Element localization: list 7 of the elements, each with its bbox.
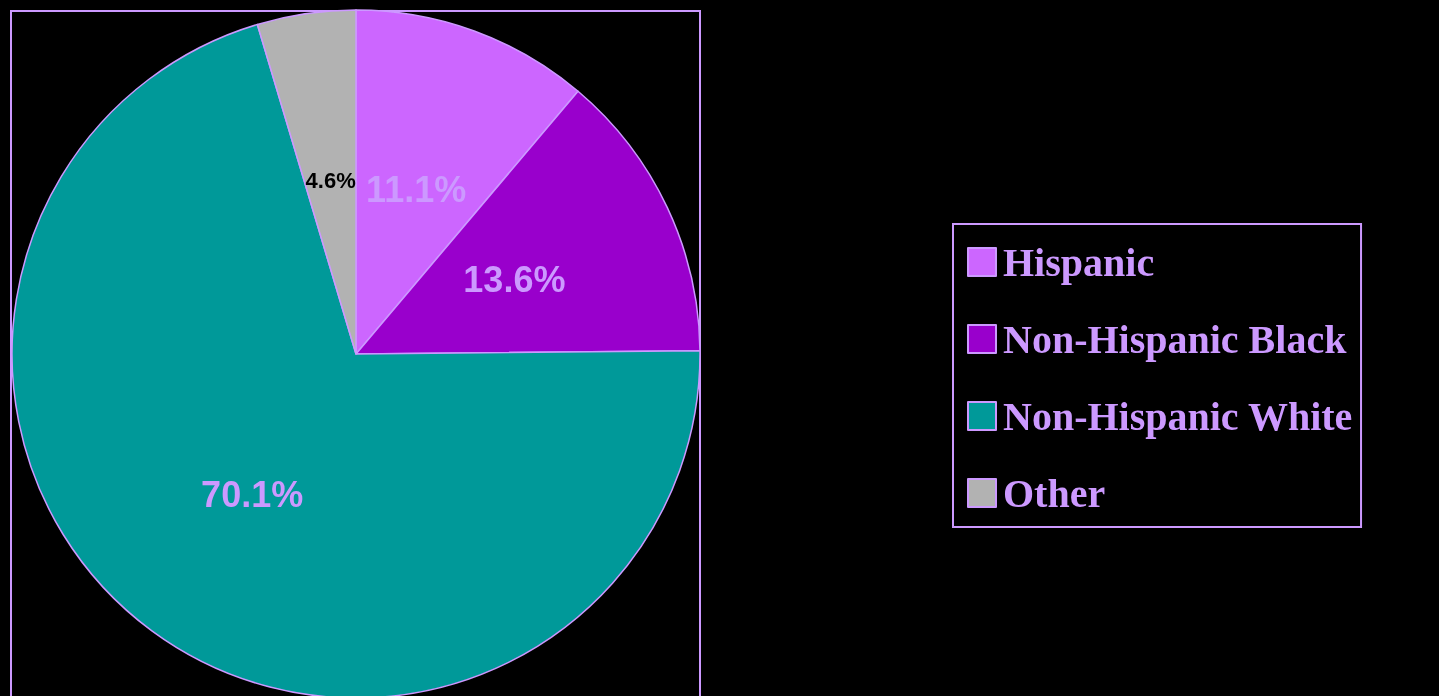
legend-label: Other: [1003, 470, 1106, 516]
data-label: 13.6%: [463, 259, 566, 301]
legend-label: Hispanic: [1003, 239, 1155, 285]
data-label: 4.6%: [305, 168, 356, 194]
data-label: 70.1%: [201, 474, 304, 516]
legend-label: Non-Hispanic White: [1003, 393, 1353, 439]
legend-label: Non-Hispanic Black: [1003, 316, 1348, 362]
